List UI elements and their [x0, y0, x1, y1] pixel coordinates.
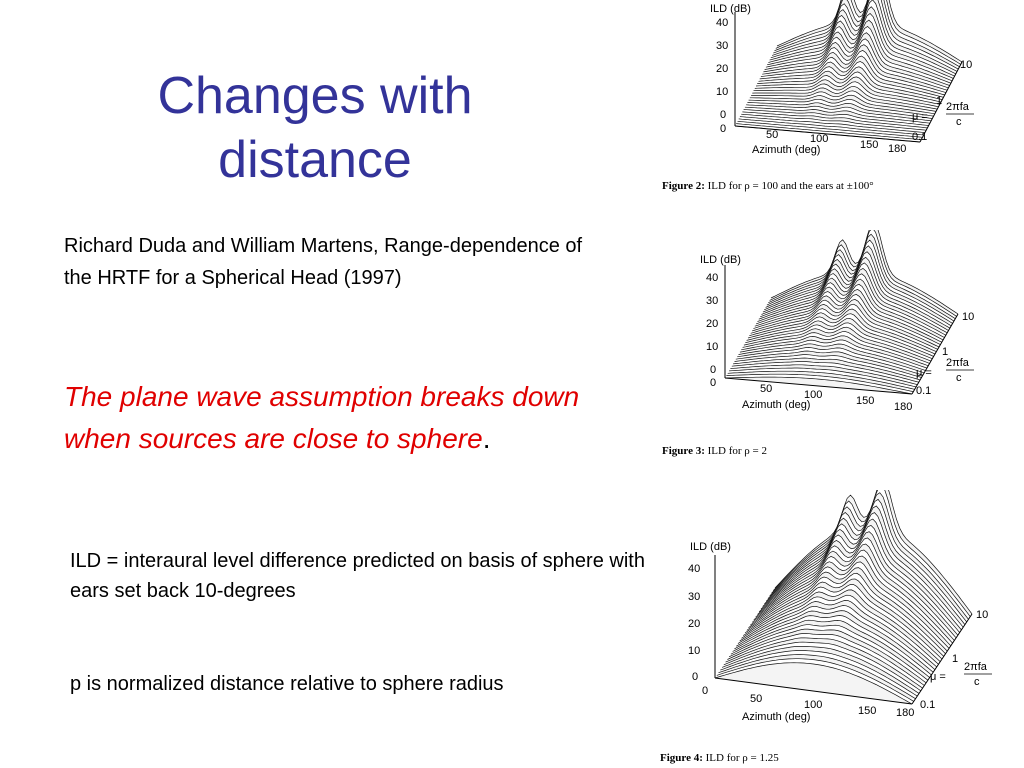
mu-tick-10: 10	[976, 609, 988, 621]
slide-title: Changes with distance	[157, 67, 473, 189]
z-tick-40: 40	[706, 272, 718, 284]
azimuth-axis-line	[734, 125, 921, 143]
emphasis-period: .	[482, 423, 491, 454]
figure-2-surface-mesh	[734, 0, 963, 143]
figure-2-ild-plot: ILD (dB) 40 30 20 10 0 0 50 100 150 180 …	[662, 0, 990, 192]
x-tick-0: 0	[720, 123, 726, 135]
figure-2-caption: Figure 2: ILD for ρ = 100 and the ears a…	[662, 180, 874, 192]
z-tick-20: 20	[716, 63, 728, 75]
mu-axis-line	[911, 613, 973, 705]
z-tick-20: 20	[688, 618, 700, 630]
mu-numerator: 2πfa	[964, 661, 988, 673]
figure-4-caption-label: Figure 4:	[660, 752, 703, 764]
mu-axis-line	[911, 313, 959, 395]
figure-2-caption-label: Figure 2:	[662, 180, 705, 192]
x-axis-label: Azimuth (deg)	[742, 399, 810, 411]
x-axis-label: Azimuth (deg)	[742, 711, 810, 723]
figure-3-caption-label: Figure 3:	[662, 445, 705, 457]
figure-2-caption-text: ILD for ρ = 100 and the ears at ±100°	[707, 180, 874, 192]
mu-denominator: c	[956, 116, 962, 128]
mu-denominator: c	[974, 676, 980, 688]
z-axis-label: ILD (dB)	[700, 254, 741, 266]
z-tick-0: 0	[720, 109, 726, 121]
figure-3-svg: ILD (dB) 40 30 20 10 0 0 50 100 150 180 …	[700, 230, 974, 413]
figure-3-ild-plot: ILD (dB) 40 30 20 10 0 0 50 100 150 180 …	[662, 230, 990, 457]
x-tick-150: 150	[858, 705, 876, 717]
figure-3-caption-text: ILD for ρ = 2	[707, 445, 767, 457]
x-tick-0: 0	[710, 377, 716, 389]
mu-symbol: μ =	[912, 111, 928, 123]
mu-symbol: μ =	[930, 671, 946, 683]
x-tick-50: 50	[750, 693, 762, 705]
mesh-frequency-line	[738, 118, 924, 136]
z-tick-20: 20	[706, 318, 718, 330]
azimuth-axis-line	[714, 677, 913, 705]
mu-tick-1: 1	[942, 346, 948, 358]
x-tick-100: 100	[804, 699, 822, 711]
x-tick-150: 150	[856, 395, 874, 407]
mu-tick-0-1: 0.1	[912, 131, 927, 143]
x-tick-50: 50	[760, 383, 772, 395]
figure-4-ild-plot: ILD (dB) 40 30 20 10 0 0 50 100 150 180 …	[660, 490, 1000, 764]
x-tick-180: 180	[896, 707, 914, 719]
x-tick-0: 0	[702, 685, 708, 697]
mu-tick-0-1: 0.1	[916, 385, 931, 397]
z-tick-30: 30	[706, 295, 718, 307]
x-tick-50: 50	[766, 129, 778, 141]
mu-numerator: 2πfa	[946, 357, 970, 369]
azimuth-axis-line	[724, 377, 913, 395]
z-tick-40: 40	[688, 563, 700, 575]
mesh-frequency-line	[739, 116, 925, 133]
z-tick-30: 30	[716, 40, 728, 52]
emphasis-text: The plane wave assumption breaks down wh…	[64, 376, 624, 460]
mu-tick-1: 1	[936, 95, 942, 107]
figure-4-surface-mesh	[714, 490, 973, 705]
z-tick-10: 10	[706, 341, 718, 353]
x-tick-180: 180	[894, 401, 912, 413]
figure-4-svg: ILD (dB) 40 30 20 10 0 0 50 100 150 180 …	[688, 490, 992, 723]
z-tick-0: 0	[692, 671, 698, 683]
z-tick-30: 30	[688, 591, 700, 603]
figure-2-svg: ILD (dB) 40 30 20 10 0 0 50 100 150 180 …	[710, 0, 974, 156]
figure-4-caption: Figure 4: ILD for ρ = 1.25	[660, 752, 779, 764]
emphasis-body: The plane wave assumption breaks down wh…	[64, 381, 580, 454]
z-tick-0: 0	[710, 364, 716, 376]
mu-denominator: c	[956, 372, 962, 384]
rho-definition-text: p is normalized distance relative to sph…	[70, 673, 504, 695]
mesh-frequency-line	[737, 120, 923, 138]
mu-tick-10: 10	[962, 311, 974, 323]
mu-tick-1: 1	[952, 653, 958, 665]
x-tick-150: 150	[860, 139, 878, 151]
mu-axis-line	[919, 61, 963, 143]
z-axis-label: ILD (dB)	[690, 541, 731, 553]
z-tick-10: 10	[688, 645, 700, 657]
mesh-frequency-line	[741, 113, 927, 131]
mu-tick-0-1: 0.1	[920, 699, 935, 711]
citation-text: Richard Duda and William Martens, Range-…	[64, 235, 583, 289]
mesh-frequency-line	[742, 111, 928, 129]
figure-4-caption-text: ILD for ρ = 1.25	[705, 752, 779, 764]
x-tick-180: 180	[888, 143, 906, 155]
ild-definition-text: ILD = interaural level difference predic…	[70, 550, 645, 602]
x-tick-100: 100	[810, 133, 828, 145]
z-tick-40: 40	[716, 17, 728, 29]
figure-3-caption: Figure 3: ILD for ρ = 2	[662, 445, 767, 457]
mu-tick-10: 10	[960, 59, 972, 71]
mesh-frequency-line	[714, 662, 913, 705]
z-axis-label: ILD (dB)	[710, 3, 751, 15]
x-axis-label: Azimuth (deg)	[752, 144, 820, 156]
mu-symbol: μ =	[916, 367, 932, 379]
mesh-frequency-line	[736, 123, 922, 140]
x-tick-100: 100	[804, 389, 822, 401]
figure-3-surface-mesh	[724, 230, 959, 395]
mu-numerator: 2πfa	[946, 101, 970, 113]
z-tick-10: 10	[716, 86, 728, 98]
